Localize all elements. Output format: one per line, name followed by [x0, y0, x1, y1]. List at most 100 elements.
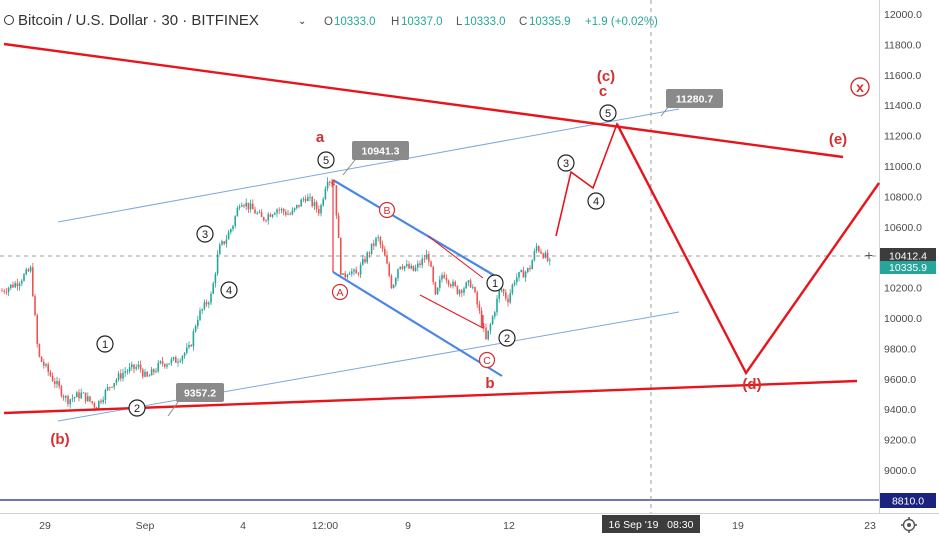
- candle[interactable]: [531, 259, 533, 270]
- chevron-down-icon[interactable]: ⌄: [298, 16, 306, 27]
- candle[interactable]: [329, 180, 331, 187]
- candle[interactable]: [216, 250, 219, 276]
- upper-triangle-trendline[interactable]: [3, 42, 844, 159]
- candle[interactable]: [485, 323, 487, 340]
- candle[interactable]: [73, 396, 76, 402]
- candle[interactable]: [511, 283, 514, 296]
- candle[interactable]: [166, 362, 168, 369]
- candle[interactable]: [311, 195, 313, 208]
- candle[interactable]: [144, 368, 146, 378]
- candle[interactable]: [406, 259, 408, 268]
- candle[interactable]: [245, 198, 247, 211]
- candle[interactable]: [342, 273, 344, 276]
- candle[interactable]: [487, 330, 489, 341]
- candle[interactable]: [265, 219, 267, 223]
- candle[interactable]: [417, 260, 419, 272]
- candle[interactable]: [260, 209, 263, 218]
- candle[interactable]: [128, 362, 131, 374]
- candle[interactable]: [498, 289, 500, 303]
- candle[interactable]: [161, 357, 164, 367]
- candle[interactable]: [192, 328, 195, 351]
- candle[interactable]: [432, 265, 434, 286]
- candle[interactable]: [542, 252, 544, 260]
- candle[interactable]: [474, 286, 476, 294]
- wave-label-4-main[interactable]: 4: [220, 281, 238, 299]
- candle[interactable]: [109, 386, 111, 391]
- upper-channel-line[interactable]: [57, 108, 680, 223]
- candle[interactable]: [241, 202, 243, 208]
- candle[interactable]: [269, 212, 272, 218]
- candle[interactable]: [82, 391, 85, 394]
- candle[interactable]: [434, 281, 437, 296]
- candle[interactable]: [113, 382, 115, 390]
- candle[interactable]: [32, 262, 34, 298]
- candle[interactable]: [249, 199, 252, 213]
- candle[interactable]: [10, 284, 12, 291]
- wave-label-e-paren[interactable]: (e): [829, 131, 847, 148]
- candle[interactable]: [340, 237, 342, 277]
- candle[interactable]: [18, 281, 21, 291]
- candle[interactable]: [364, 255, 366, 264]
- corrective-channel-bottom[interactable]: [332, 271, 503, 377]
- candle[interactable]: [254, 206, 256, 214]
- candle[interactable]: [390, 274, 393, 290]
- candle[interactable]: [443, 271, 445, 279]
- candle[interactable]: [509, 289, 511, 305]
- candle[interactable]: [267, 211, 269, 225]
- candle[interactable]: [153, 368, 155, 376]
- candle[interactable]: [21, 278, 23, 287]
- candle[interactable]: [135, 364, 137, 371]
- candle[interactable]: [392, 284, 395, 289]
- candle[interactable]: [491, 315, 494, 325]
- candle[interactable]: [445, 274, 448, 284]
- candle[interactable]: [386, 250, 388, 265]
- candle[interactable]: [505, 289, 507, 301]
- candle[interactable]: [49, 369, 52, 378]
- candle[interactable]: [137, 361, 140, 370]
- candle[interactable]: [362, 254, 364, 266]
- candle[interactable]: [544, 250, 547, 259]
- candle[interactable]: [111, 386, 113, 388]
- candle[interactable]: [170, 357, 173, 366]
- candle[interactable]: [401, 264, 404, 271]
- candle[interactable]: [201, 308, 203, 314]
- candle[interactable]: [199, 307, 201, 322]
- candle[interactable]: [271, 214, 274, 219]
- candle[interactable]: [322, 197, 324, 207]
- candle[interactable]: [540, 248, 542, 255]
- candle[interactable]: [14, 280, 16, 289]
- candle[interactable]: [27, 267, 30, 272]
- candle[interactable]: [348, 271, 351, 275]
- candle[interactable]: [67, 394, 69, 407]
- candle[interactable]: [414, 264, 417, 272]
- candle[interactable]: [535, 243, 538, 254]
- wave-label-circle-C[interactable]: C: [478, 351, 496, 369]
- candle[interactable]: [549, 257, 551, 266]
- candle[interactable]: [194, 324, 197, 333]
- candle[interactable]: [381, 240, 384, 253]
- candle[interactable]: [148, 374, 151, 377]
- candle[interactable]: [139, 360, 142, 373]
- candle[interactable]: [102, 396, 104, 405]
- candle[interactable]: [302, 196, 305, 203]
- candle[interactable]: [447, 279, 450, 288]
- candle[interactable]: [243, 203, 245, 209]
- candle[interactable]: [463, 286, 465, 296]
- current-price-badge[interactable]: + 10412.4: [865, 247, 936, 263]
- candle[interactable]: [230, 228, 232, 235]
- candle[interactable]: [357, 272, 360, 277]
- candle[interactable]: [122, 368, 124, 382]
- candle[interactable]: [300, 198, 302, 207]
- candle[interactable]: [177, 358, 179, 367]
- candle[interactable]: [452, 279, 454, 289]
- candle[interactable]: [47, 362, 49, 376]
- candle[interactable]: [104, 388, 107, 405]
- candle[interactable]: [172, 356, 175, 362]
- candle[interactable]: [333, 180, 335, 186]
- candle[interactable]: [214, 272, 217, 288]
- candle[interactable]: [221, 239, 223, 246]
- wave-label-b[interactable]: b: [485, 375, 494, 392]
- candle[interactable]: [289, 211, 291, 216]
- candle[interactable]: [450, 283, 452, 289]
